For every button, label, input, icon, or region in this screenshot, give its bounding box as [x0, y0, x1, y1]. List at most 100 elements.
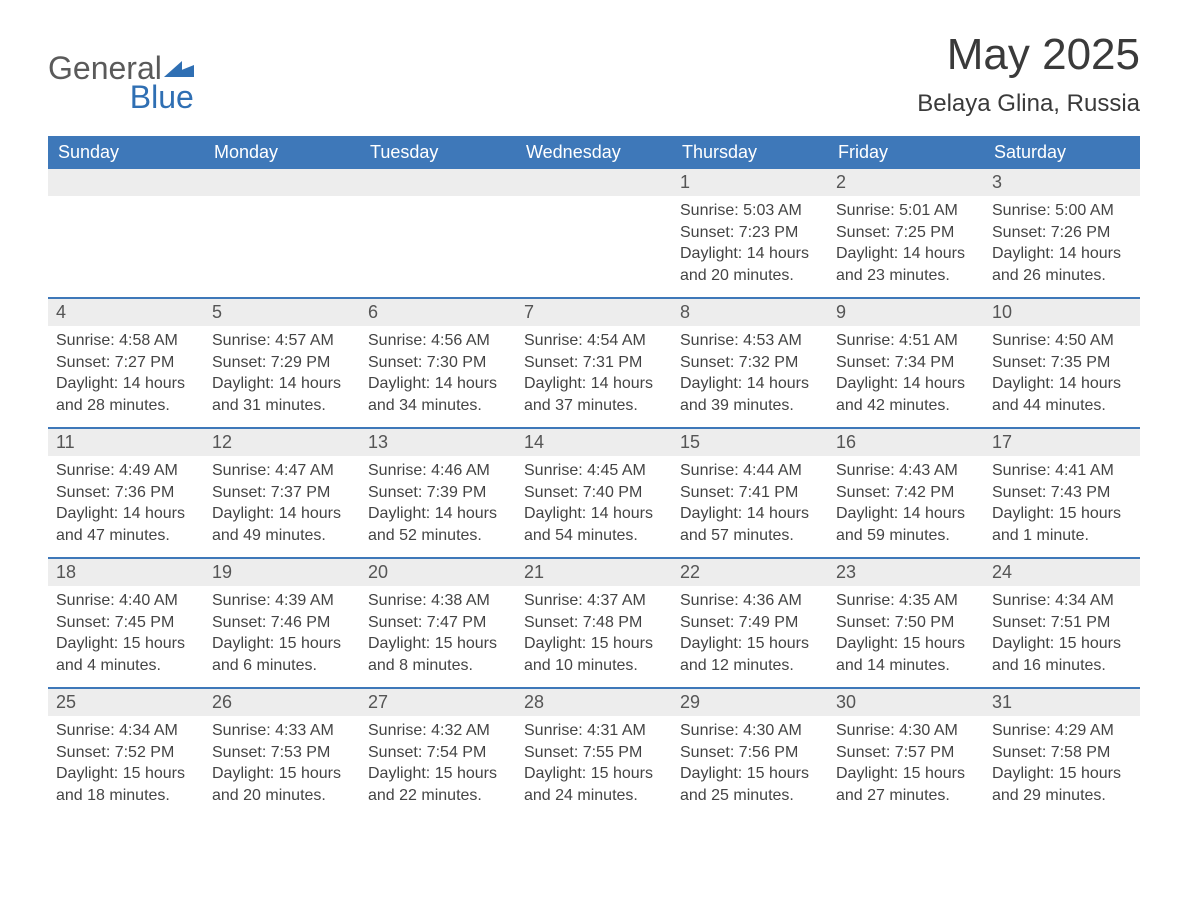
daylight-line: Daylight: 14 hours and 54 minutes. — [524, 503, 664, 546]
daylight-line: Daylight: 15 hours and 4 minutes. — [56, 633, 196, 676]
sunrise-line: Sunrise: 4:37 AM — [524, 590, 664, 612]
sunrise-line: Sunrise: 4:36 AM — [680, 590, 820, 612]
sunrise-line: Sunrise: 4:43 AM — [836, 460, 976, 482]
daylight-line: Daylight: 15 hours and 24 minutes. — [524, 763, 664, 806]
sunrise-line: Sunrise: 4:29 AM — [992, 720, 1132, 742]
day-header: Sunday — [48, 136, 204, 169]
header: General Blue May 2025 Belaya Glina, Russ… — [48, 30, 1140, 118]
day-details: Sunrise: 4:53 AMSunset: 7:32 PMDaylight:… — [672, 330, 828, 416]
calendar-cell: 25 Sunrise: 4:34 AMSunset: 7:52 PMDayligh… — [48, 689, 204, 817]
day-header: Tuesday — [360, 136, 516, 169]
daylight-line: Daylight: 14 hours and 52 minutes. — [368, 503, 508, 546]
day-details: Sunrise: 4:34 AMSunset: 7:51 PMDaylight:… — [984, 590, 1140, 676]
sunrise-line: Sunrise: 4:31 AM — [524, 720, 664, 742]
sunset-line: Sunset: 7:52 PM — [56, 742, 196, 764]
sunset-line: Sunset: 7:36 PM — [56, 482, 196, 504]
sunset-line: Sunset: 7:49 PM — [680, 612, 820, 634]
calendar-cell: 31Sunrise: 4:29 AMSunset: 7:58 PMDayligh… — [984, 689, 1140, 817]
calendar-cell: 22Sunrise: 4:36 AMSunset: 7:49 PMDayligh… — [672, 559, 828, 687]
day-details: Sunrise: 4:35 AMSunset: 7:50 PMDaylight:… — [828, 590, 984, 676]
sunset-line: Sunset: 7:27 PM — [56, 352, 196, 374]
sunset-line: Sunset: 7:26 PM — [992, 222, 1132, 244]
calendar-cell: 18 Sunrise: 4:40 AMSunset: 7:45 PMDayligh… — [48, 559, 204, 687]
calendar-cell: 10Sunrise: 4:50 AMSunset: 7:35 PMDayligh… — [984, 299, 1140, 427]
day-details: Sunrise: 4:49 AMSunset: 7:36 PMDaylight:… — [48, 460, 204, 546]
calendar-cell: 21Sunrise: 4:37 AMSunset: 7:48 PMDayligh… — [516, 559, 672, 687]
daylight-line: Daylight: 15 hours and 10 minutes. — [524, 633, 664, 676]
daylight-line: Daylight: 14 hours and 39 minutes. — [680, 373, 820, 416]
sunset-line: Sunset: 7:32 PM — [680, 352, 820, 374]
daylight-line: Daylight: 14 hours and 23 minutes. — [836, 243, 976, 286]
day-details: Sunrise: 4:41 AMSunset: 7:43 PMDaylight:… — [984, 460, 1140, 546]
day-number: 18 — [48, 559, 204, 586]
sunset-line: Sunset: 7:25 PM — [836, 222, 976, 244]
day-details: Sunrise: 4:34 AMSunset: 7:52 PMDaylight:… — [48, 720, 204, 806]
day-details: Sunrise: 4:58 AMSunset: 7:27 PMDaylight:… — [48, 330, 204, 416]
daylight-line: Daylight: 15 hours and 20 minutes. — [212, 763, 352, 806]
calendar-cell: 19Sunrise: 4:39 AMSunset: 7:46 PMDayligh… — [204, 559, 360, 687]
page-title: May 2025 — [917, 30, 1140, 80]
sunset-line: Sunset: 7:47 PM — [368, 612, 508, 634]
title-block: May 2025 Belaya Glina, Russia — [917, 30, 1140, 118]
day-details: Sunrise: 4:43 AMSunset: 7:42 PMDaylight:… — [828, 460, 984, 546]
sunrise-line: Sunrise: 4:47 AM — [212, 460, 352, 482]
sunrise-line: Sunrise: 4:30 AM — [680, 720, 820, 742]
day-header-row: SundayMondayTuesdayWednesdayThursdayFrid… — [48, 136, 1140, 169]
sunset-line: Sunset: 7:35 PM — [992, 352, 1132, 374]
calendar-cell: 6Sunrise: 4:56 AMSunset: 7:30 PMDaylight… — [360, 299, 516, 427]
sunset-line: Sunset: 7:56 PM — [680, 742, 820, 764]
sunset-line: Sunset: 7:34 PM — [836, 352, 976, 374]
day-number: 8 — [672, 299, 828, 326]
sunset-line: Sunset: 7:48 PM — [524, 612, 664, 634]
day-number: 11 — [48, 429, 204, 456]
calendar-cell: 9Sunrise: 4:51 AMSunset: 7:34 PMDaylight… — [828, 299, 984, 427]
day-details: Sunrise: 4:31 AMSunset: 7:55 PMDaylight:… — [516, 720, 672, 806]
sunset-line: Sunset: 7:51 PM — [992, 612, 1132, 634]
sunrise-line: Sunrise: 4:32 AM — [368, 720, 508, 742]
calendar-cell: 2Sunrise: 5:01 AMSunset: 7:25 PMDaylight… — [828, 169, 984, 297]
sunset-line: Sunset: 7:43 PM — [992, 482, 1132, 504]
daylight-line: Daylight: 15 hours and 25 minutes. — [680, 763, 820, 806]
day-number: 17 — [984, 429, 1140, 456]
sunrise-line: Sunrise: 4:40 AM — [56, 590, 196, 612]
sunset-line: Sunset: 7:54 PM — [368, 742, 508, 764]
calendar-cell-empty — [516, 169, 672, 297]
day-details: Sunrise: 4:50 AMSunset: 7:35 PMDaylight:… — [984, 330, 1140, 416]
sunset-line: Sunset: 7:55 PM — [524, 742, 664, 764]
day-number: 3 — [984, 169, 1140, 196]
sunset-line: Sunset: 7:29 PM — [212, 352, 352, 374]
calendar-cell: 15Sunrise: 4:44 AMSunset: 7:41 PMDayligh… — [672, 429, 828, 557]
calendar-cell: 14Sunrise: 4:45 AMSunset: 7:40 PMDayligh… — [516, 429, 672, 557]
day-details: Sunrise: 4:37 AMSunset: 7:48 PMDaylight:… — [516, 590, 672, 676]
day-details: Sunrise: 4:38 AMSunset: 7:47 PMDaylight:… — [360, 590, 516, 676]
calendar-cell: 5Sunrise: 4:57 AMSunset: 7:29 PMDaylight… — [204, 299, 360, 427]
day-number — [204, 169, 360, 196]
sunrise-line: Sunrise: 4:51 AM — [836, 330, 976, 352]
sunset-line: Sunset: 7:37 PM — [212, 482, 352, 504]
calendar-cell-empty — [204, 169, 360, 297]
daylight-line: Daylight: 14 hours and 26 minutes. — [992, 243, 1132, 286]
day-number: 22 — [672, 559, 828, 586]
day-number: 14 — [516, 429, 672, 456]
calendar-cell-empty — [48, 169, 204, 297]
week-row: 1Sunrise: 5:03 AMSunset: 7:23 PMDaylight… — [48, 169, 1140, 297]
week-row: 11 Sunrise: 4:49 AMSunset: 7:36 PMDayligh… — [48, 427, 1140, 557]
sunrise-line: Sunrise: 4:45 AM — [524, 460, 664, 482]
calendar-cell: 3Sunrise: 5:00 AMSunset: 7:26 PMDaylight… — [984, 169, 1140, 297]
calendar-cell: 4Sunrise: 4:58 AMSunset: 7:27 PMDaylight… — [48, 299, 204, 427]
calendar-cell: 12Sunrise: 4:47 AMSunset: 7:37 PMDayligh… — [204, 429, 360, 557]
daylight-line: Daylight: 15 hours and 18 minutes. — [56, 763, 196, 806]
calendar-cell: 28Sunrise: 4:31 AMSunset: 7:55 PMDayligh… — [516, 689, 672, 817]
day-number: 24 — [984, 559, 1140, 586]
week-row: 18Sunrise: 4:40 AMSunset: 7:45 PMDayligh… — [48, 557, 1140, 687]
sunrise-line: Sunrise: 4:58 AM — [56, 330, 196, 352]
sunrise-line: Sunrise: 4:35 AM — [836, 590, 976, 612]
page-subtitle: Belaya Glina, Russia — [917, 90, 1140, 118]
day-number: 25 — [48, 689, 204, 716]
day-number: 5 — [204, 299, 360, 326]
day-number: 20 — [360, 559, 516, 586]
day-header: Wednesday — [516, 136, 672, 169]
day-number: 16 — [828, 429, 984, 456]
calendar-cell: 30Sunrise: 4:30 AMSunset: 7:57 PMDayligh… — [828, 689, 984, 817]
sunset-line: Sunset: 7:45 PM — [56, 612, 196, 634]
